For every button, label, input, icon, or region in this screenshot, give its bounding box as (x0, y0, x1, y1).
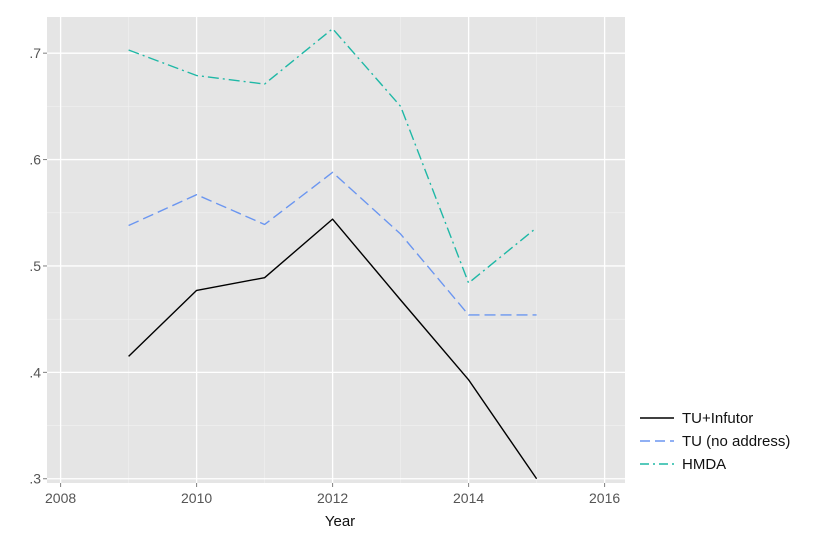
legend-label-hmda: HMDA (682, 456, 726, 473)
legend-label-tu-infutor: TU+Infutor (682, 410, 753, 427)
plot-panel (47, 17, 625, 483)
x-tick-label: 2014 (453, 490, 484, 506)
series-line-tu-infutor (128, 218, 538, 480)
x-axis: 2008 2010 2012 2014 2016 (45, 483, 620, 506)
x-tick-label: 2016 (589, 490, 620, 506)
minor-gridlines (47, 17, 625, 483)
y-tick-label: .4 (29, 364, 41, 380)
x-tick-label: 2010 (181, 490, 212, 506)
legend-label-tu-no-address: TU (no address) (682, 433, 790, 450)
y-tick-label: .7 (29, 45, 41, 61)
series-layer (128, 28, 538, 480)
major-gridlines (47, 17, 625, 483)
y-axis: .3 .4 .5 .6 .7 (29, 45, 47, 487)
x-tick-label: 2008 (45, 490, 76, 506)
y-tick-label: .5 (29, 258, 41, 274)
y-tick-label: .6 (29, 152, 41, 168)
series-line-tu-no-address (128, 171, 537, 316)
x-axis-title: Year (325, 513, 355, 530)
legend: TU+Infutor TU (no address) HMDA (640, 410, 790, 473)
series-line-hmda (128, 28, 538, 284)
y-tick-label: .3 (29, 471, 41, 487)
x-tick-label: 2012 (317, 490, 348, 506)
